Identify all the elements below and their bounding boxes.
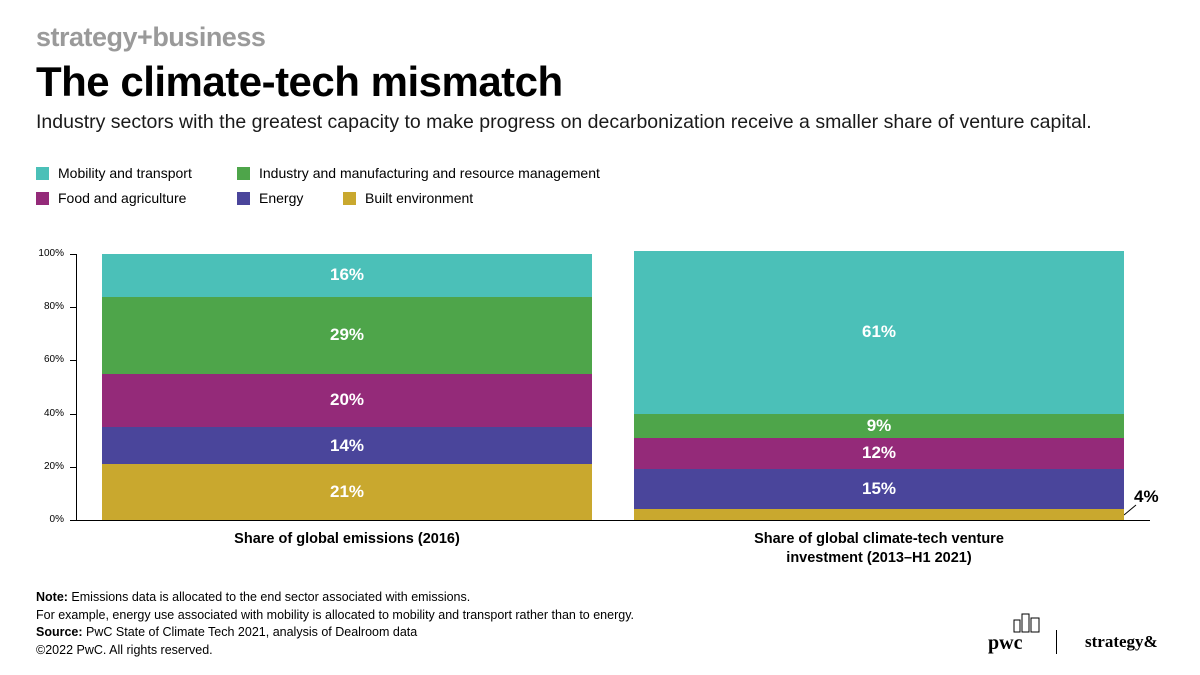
copyright-line: ©2022 PwC. All rights reserved.: [36, 642, 213, 657]
legend-swatch: [343, 191, 356, 205]
data-label: 9%: [866, 415, 892, 435]
leader-line: [1124, 504, 1137, 516]
legend-swatch: [36, 191, 49, 205]
bar-segment: 9%: [634, 413, 1124, 438]
legend-swatch: [36, 166, 49, 180]
data-label: 14%: [329, 435, 365, 455]
legend-item-built: Built environment: [343, 190, 473, 206]
y-tick-label: 0%: [49, 514, 64, 525]
bar-segment: 14%: [102, 426, 592, 465]
source-line: Source: PwC State of Climate Tech 2021, …: [36, 625, 418, 639]
bar-segment: 20%: [102, 373, 592, 427]
note-line: For example, energy use associated with …: [36, 607, 634, 622]
footnotes: Note: Emissions data is allocated to the…: [36, 589, 634, 659]
pwc-logo: pwc: [988, 632, 1023, 654]
data-label: 15%: [861, 479, 897, 499]
legend-item-mobility: Mobility and transport: [36, 165, 192, 181]
y-tick-label: 80%: [43, 301, 64, 313]
legend-item-energy: Energy: [237, 190, 303, 206]
legend-item-industry: Industry and manufacturing and resource …: [237, 165, 600, 181]
y-tick-mark: [70, 254, 76, 255]
legend-label: Food and agriculture: [58, 190, 187, 206]
brand-logo: strategy+business: [36, 22, 266, 52]
data-label: 16%: [329, 265, 365, 285]
y-tick-label: 60%: [43, 354, 64, 366]
legend-item-food: Food and agriculture: [36, 190, 186, 206]
y-tick-label: 40%: [43, 407, 64, 419]
y-tick-mark: [70, 466, 76, 468]
y-tick-mark: [70, 360, 76, 362]
legend-label: Mobility and transport: [58, 165, 192, 181]
pwc-mark-icon: [1013, 613, 1040, 633]
note-line: Note: Emissions data is allocated to the…: [36, 590, 471, 604]
bar-segment: 16%: [102, 254, 592, 297]
data-label: 12%: [861, 443, 897, 463]
strategyand-logo: strategy&: [1085, 632, 1158, 651]
data-label: 61%: [861, 322, 897, 342]
x-axis-baseline: [76, 520, 1150, 521]
legend-label: Energy: [259, 190, 304, 206]
data-label: 20%: [329, 390, 365, 410]
data-label: 4%: [1134, 486, 1159, 506]
data-label: 21%: [329, 482, 365, 502]
x-category-label: Share of global emissions (2016): [234, 531, 460, 547]
x-category-label: Share of global climate-tech venture inve…: [754, 531, 1004, 566]
y-tick-mark: [70, 413, 76, 415]
y-tick-mark: [70, 520, 76, 521]
y-tick-label: 100%: [38, 248, 64, 259]
bar-segment: 29%: [102, 296, 592, 374]
logo-separator: [1056, 630, 1057, 654]
page-title: The climate-tech mismatch: [36, 58, 563, 105]
bar-segment: 15%: [634, 469, 1124, 510]
legend-label: Built environment: [365, 190, 474, 206]
legend-swatch: [237, 191, 250, 205]
bar-segment: 12%: [634, 437, 1124, 470]
y-tick-mark: [70, 307, 76, 309]
bar-segment: 21%: [102, 464, 592, 520]
legend-swatch: [237, 166, 250, 180]
bar-segment: [634, 509, 1124, 520]
data-label: 29%: [329, 325, 365, 345]
page-subtitle: Industry sectors with the greatest capac…: [36, 111, 1092, 133]
y-tick-label: 20%: [43, 460, 64, 472]
y-axis-line: [76, 254, 77, 521]
legend-label: Industry and manufacturing and resource …: [259, 165, 600, 181]
bar-segment: 61%: [634, 251, 1124, 414]
